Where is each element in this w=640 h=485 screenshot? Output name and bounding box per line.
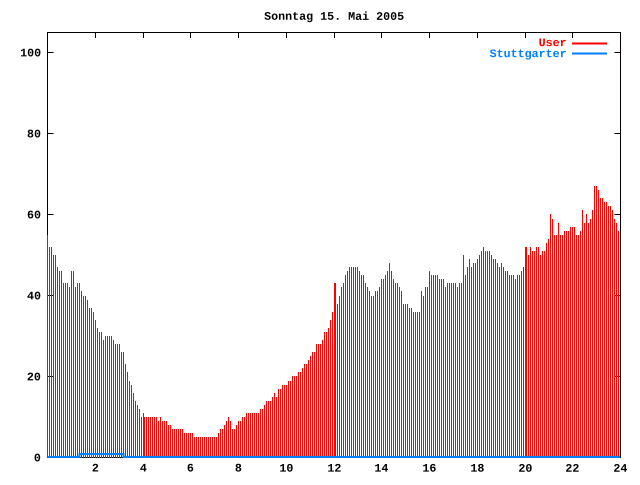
svg-text:16: 16 [422, 462, 436, 476]
svg-text:60: 60 [27, 208, 41, 222]
svg-text:Sonntag 15. Mai 2005: Sonntag 15. Mai 2005 [264, 10, 404, 24]
svg-text:100: 100 [20, 46, 41, 60]
svg-text:0: 0 [34, 451, 41, 465]
svg-text:18: 18 [470, 462, 484, 476]
svg-text:14: 14 [374, 462, 388, 476]
svg-text:20: 20 [518, 462, 532, 476]
svg-text:10: 10 [279, 462, 293, 476]
svg-text:40: 40 [27, 289, 41, 303]
svg-text:24: 24 [613, 462, 627, 476]
svg-text:4: 4 [140, 462, 147, 476]
svg-text:12: 12 [327, 462, 341, 476]
svg-text:User: User [539, 36, 567, 50]
svg-text:80: 80 [27, 127, 41, 141]
svg-text:2: 2 [92, 461, 99, 475]
svg-text:22: 22 [565, 462, 579, 476]
svg-text:Stuttgarter: Stuttgarter [490, 47, 567, 61]
svg-text:6: 6 [187, 462, 194, 476]
svg-text:8: 8 [235, 462, 242, 476]
svg-text:20: 20 [27, 370, 41, 384]
